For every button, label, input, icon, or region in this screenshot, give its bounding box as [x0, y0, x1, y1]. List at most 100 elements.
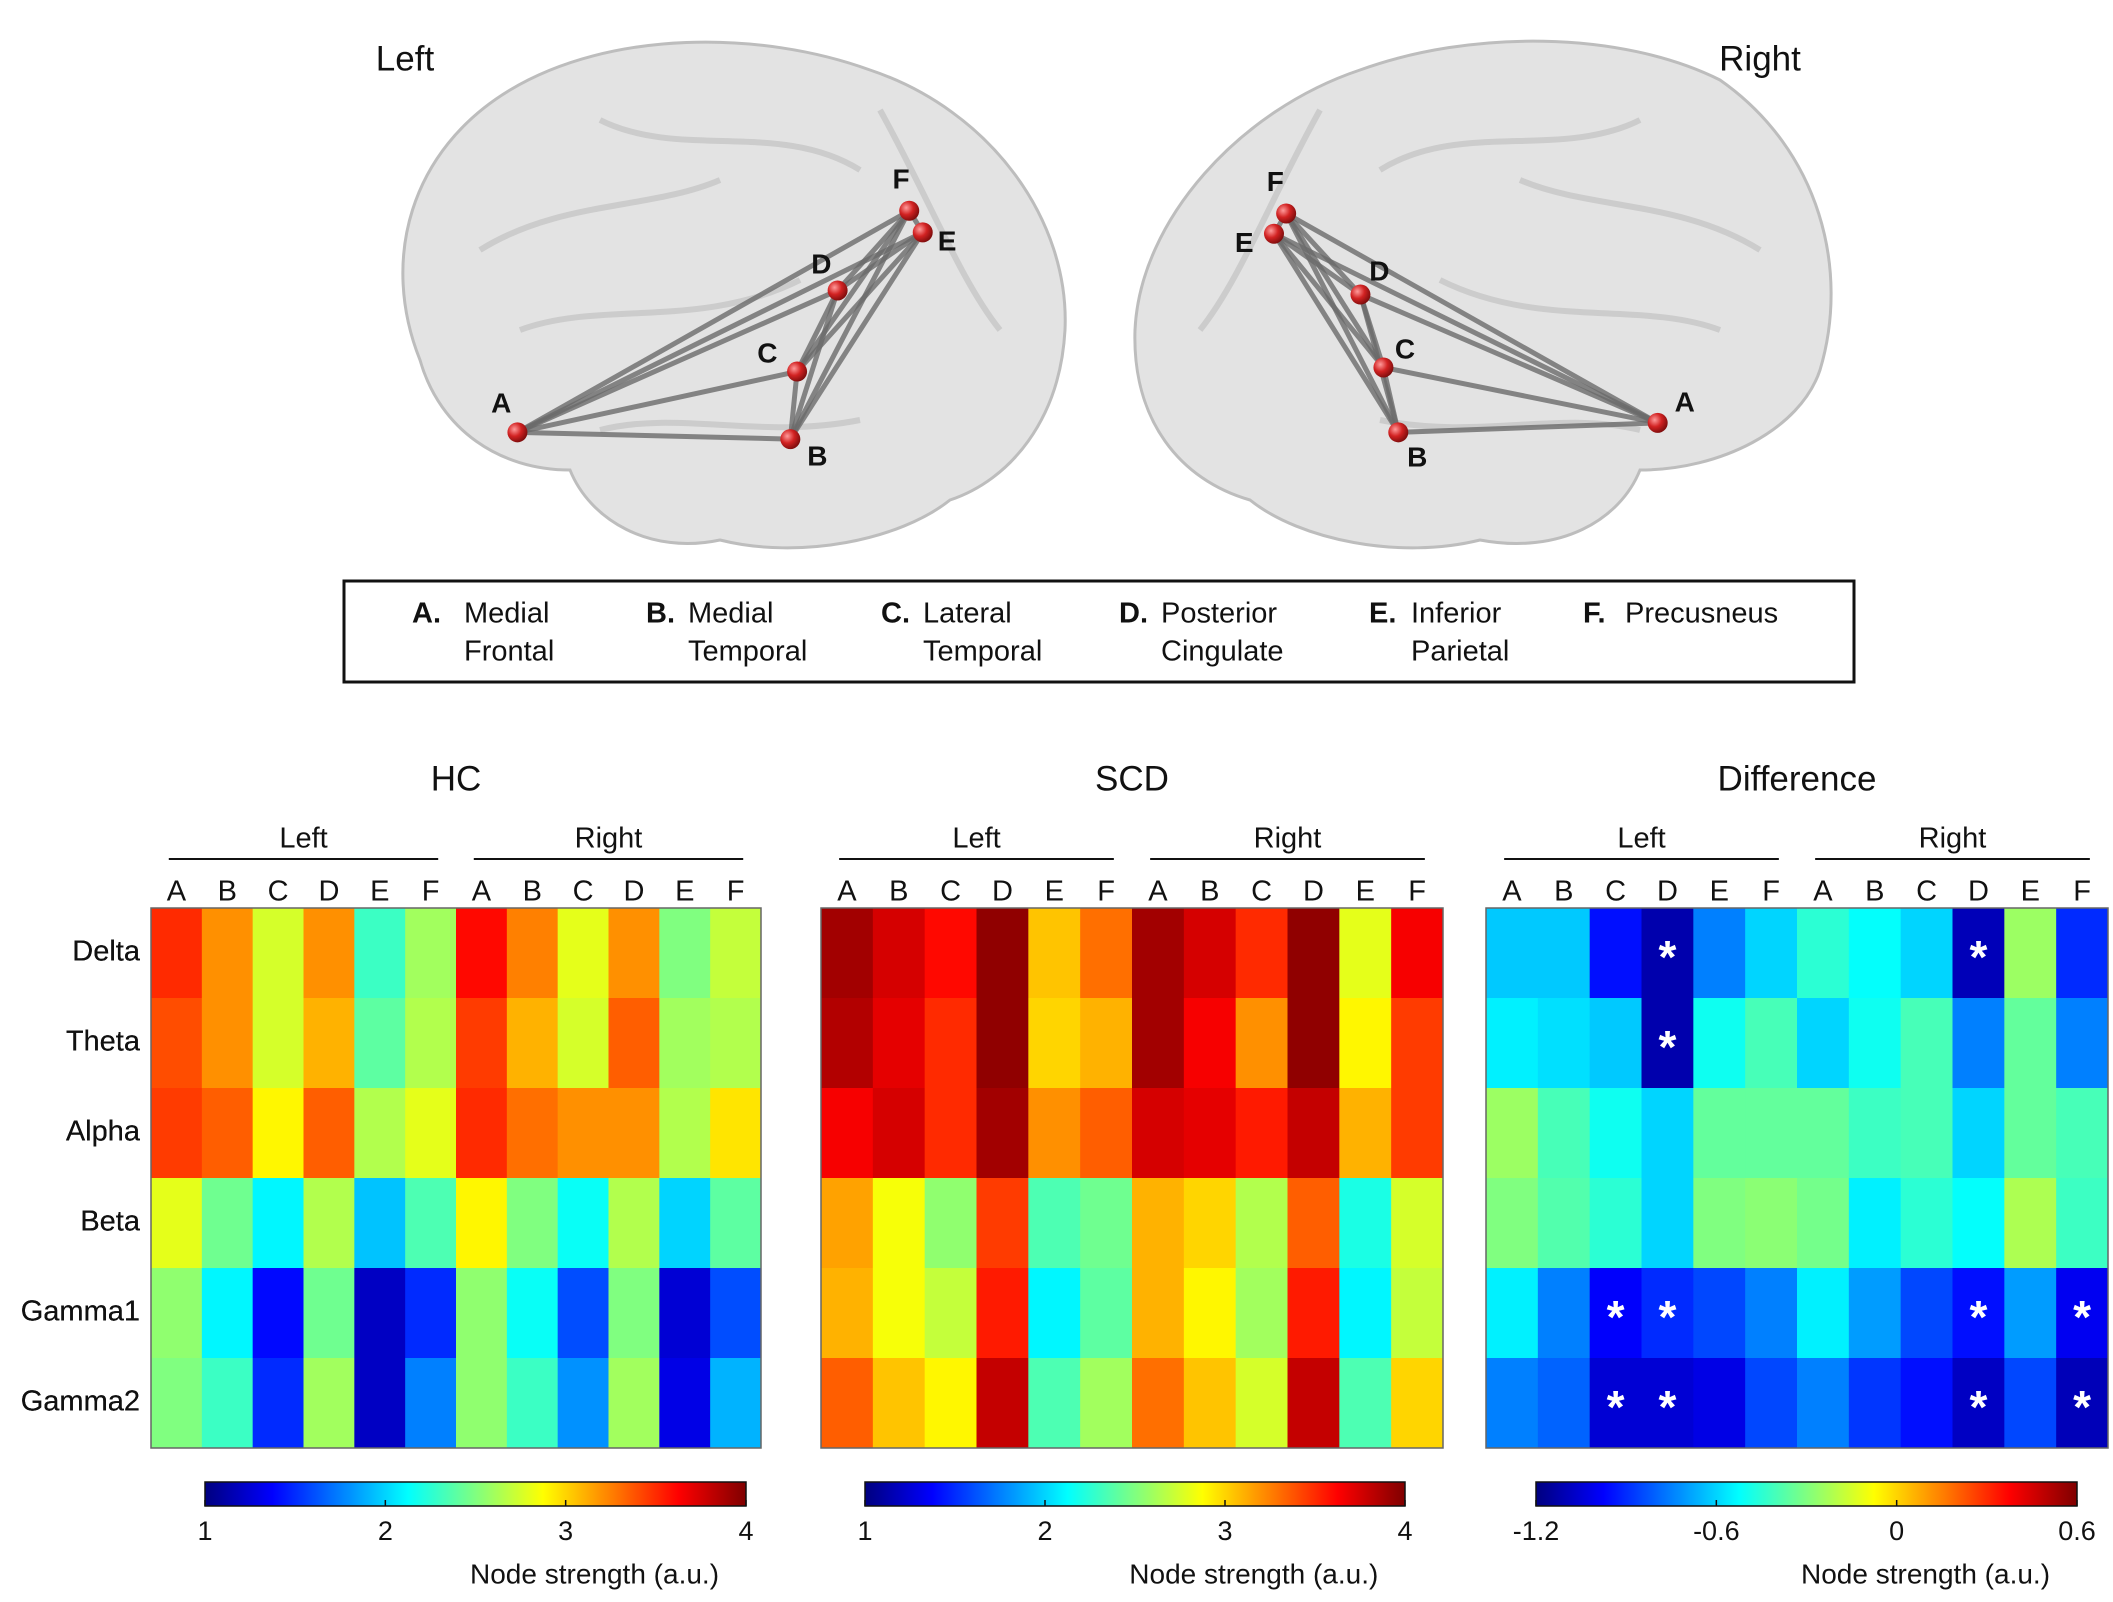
column-label: D	[623, 876, 644, 908]
colorbar	[1535, 1481, 2078, 1507]
heatmap-cell	[354, 1088, 406, 1179]
column-label: B	[1865, 876, 1884, 908]
heatmap-cell	[1589, 1088, 1642, 1179]
heatmap-cell	[456, 1178, 508, 1269]
column-label: B	[218, 876, 237, 908]
heatmap-cell	[1080, 1088, 1133, 1179]
heatmap-cell	[506, 998, 559, 1089]
connection	[1272, 231, 1362, 297]
node	[1388, 422, 1409, 443]
connection	[516, 369, 798, 435]
heatmap-cell	[2004, 1268, 2057, 1359]
connection	[1358, 293, 1386, 369]
heatmap-cell	[2056, 1178, 2109, 1269]
heatmap-cell	[456, 1268, 508, 1359]
heatmap-cell	[821, 908, 874, 999]
node	[899, 200, 920, 221]
node	[1276, 203, 1297, 224]
legend-letter: E.	[1369, 598, 1396, 630]
legend-text: Medial	[464, 598, 549, 630]
heatmap-cell	[557, 1358, 609, 1449]
heatmap-cell	[872, 1268, 926, 1359]
significance-mark: *	[1658, 931, 1676, 983]
heatmap-cell	[1486, 908, 1539, 999]
heatmap-cell	[1486, 1178, 1539, 1269]
legend-letter: F.	[1583, 598, 1606, 630]
heatmap-cell	[1028, 1268, 1081, 1359]
heatmap-cell	[608, 1268, 660, 1359]
heatmap-cell	[151, 1268, 203, 1359]
heatmap-cell	[710, 998, 762, 1089]
heatmap-frame	[1485, 907, 2109, 1449]
heatmap-cell	[405, 1088, 457, 1179]
column-label: C	[1605, 876, 1626, 908]
heatmap-cell	[252, 1358, 304, 1449]
colorbar-label: Node strength (a.u.)	[1129, 1558, 1378, 1589]
group-label: Left	[952, 823, 1000, 855]
legend-letter: B.	[646, 598, 675, 630]
node-label: B	[807, 440, 827, 471]
row-label: Delta	[72, 936, 141, 968]
group-label: Right	[1254, 823, 1322, 855]
node	[507, 422, 528, 443]
heatmap-cell	[506, 1088, 559, 1179]
heatmap-cell	[2004, 1358, 2057, 1449]
heatmap-cell	[1080, 998, 1133, 1089]
column-label: C	[268, 876, 289, 908]
connection	[1283, 212, 1401, 434]
heatmap-cell	[1952, 1178, 2005, 1269]
heatmap-cell	[1745, 908, 1798, 999]
heatmap-cell	[1693, 908, 1746, 999]
heatmap-cell	[1900, 1358, 1953, 1449]
panel-title: Difference	[1718, 759, 1877, 798]
heatmap-cell	[506, 908, 559, 999]
node	[780, 429, 801, 450]
heatmap-cell	[608, 1178, 660, 1269]
heatmap-cell	[1339, 1178, 1392, 1269]
connection	[1398, 420, 1658, 435]
colorbar-tick-label: 0	[1889, 1516, 1904, 1546]
heatmap-cell	[1693, 998, 1746, 1089]
heatmap-cell	[252, 1268, 304, 1359]
heatmap-cell	[1486, 998, 1539, 1089]
node	[1647, 412, 1668, 433]
heatmap-cell	[303, 908, 355, 999]
column-label: A	[167, 876, 187, 908]
row-label: Alpha	[66, 1116, 141, 1148]
legend-text: Temporal	[688, 636, 807, 668]
row-label: Theta	[66, 1026, 141, 1058]
row-label: Beta	[80, 1206, 141, 1238]
colorbar-tick-label: 4	[738, 1516, 753, 1546]
heatmap-cell	[354, 998, 406, 1089]
row-label: Alpha	[66, 1116, 141, 1148]
heatmap-cell	[1589, 908, 1642, 999]
group-label: Left	[1617, 823, 1665, 855]
heatmap-cell	[252, 908, 304, 999]
heatmap-cell	[1287, 1178, 1340, 1269]
node	[827, 280, 848, 301]
column-label: B	[1554, 876, 1573, 908]
heatmap-cell	[1235, 998, 1288, 1089]
heatmap-cell	[924, 1088, 977, 1179]
node-label: C	[1395, 334, 1415, 365]
heatmap-cell	[1900, 1268, 1953, 1359]
column-label: A	[1813, 876, 1833, 908]
node	[787, 361, 808, 382]
heatmap-cell	[1589, 998, 1642, 1089]
column-label: A	[472, 876, 492, 908]
heatmap-cell	[1900, 1088, 1953, 1179]
heatmap-cell	[1641, 1178, 1694, 1269]
heatmap-cell	[405, 1358, 457, 1449]
heatmap-cell	[151, 1358, 203, 1449]
heatmap-cell	[710, 1358, 762, 1449]
heatmap-cell	[303, 1088, 355, 1179]
brain-right	[1133, 39, 1833, 550]
panel-title: HC	[431, 759, 482, 798]
column-label: F	[1408, 876, 1426, 908]
colorbar-label: Node strength (a.u.)	[470, 1558, 719, 1589]
heatmap-cell	[1028, 998, 1081, 1089]
heatmap-cell	[151, 908, 203, 999]
hemisphere-label: Right	[1719, 39, 1801, 78]
heatmap-cell	[1745, 1178, 1798, 1269]
legend-text: Inferior	[1411, 598, 1502, 630]
